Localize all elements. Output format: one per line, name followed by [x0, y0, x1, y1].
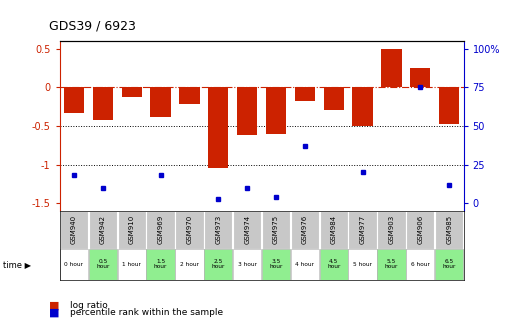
Bar	[291, 249, 319, 280]
Bar	[118, 249, 146, 280]
Bar	[353, 87, 373, 126]
Text: 6.5
hour: 6.5 hour	[442, 259, 456, 269]
Bar	[179, 87, 199, 104]
Bar	[295, 87, 315, 101]
Bar	[381, 49, 401, 87]
Bar	[175, 211, 204, 249]
Text: 2 hour: 2 hour	[180, 262, 199, 267]
Text: 4 hour: 4 hour	[295, 262, 314, 267]
Text: GSM984: GSM984	[330, 215, 337, 244]
Bar	[60, 249, 88, 280]
Text: GSM903: GSM903	[388, 215, 395, 244]
Text: GSM977: GSM977	[359, 215, 366, 244]
Bar	[93, 87, 113, 120]
Bar	[406, 211, 435, 249]
Text: 0.5
hour: 0.5 hour	[96, 259, 109, 269]
Bar	[89, 211, 117, 249]
Text: 5 hour: 5 hour	[353, 262, 372, 267]
Bar	[150, 87, 170, 117]
Text: ■: ■	[49, 307, 60, 317]
Text: GSM906: GSM906	[418, 215, 423, 244]
Bar	[320, 211, 348, 249]
Text: 6 hour: 6 hour	[411, 262, 430, 267]
Text: 1.5
hour: 1.5 hour	[154, 259, 167, 269]
Bar	[233, 249, 261, 280]
Text: GSM969: GSM969	[157, 215, 164, 244]
Bar	[204, 249, 233, 280]
Bar	[406, 249, 435, 280]
Text: GSM985: GSM985	[446, 215, 452, 244]
Bar	[349, 211, 377, 249]
Bar	[237, 87, 257, 135]
Text: GSM942: GSM942	[100, 215, 106, 244]
Bar	[204, 211, 233, 249]
Text: 2.5
hour: 2.5 hour	[212, 259, 225, 269]
Bar	[410, 68, 430, 87]
Text: 1 hour: 1 hour	[122, 262, 141, 267]
Bar	[208, 87, 228, 168]
Text: percentile rank within the sample: percentile rank within the sample	[70, 308, 223, 317]
Bar	[118, 211, 146, 249]
Bar	[64, 87, 84, 113]
Bar	[377, 249, 406, 280]
Text: time ▶: time ▶	[3, 260, 31, 268]
Bar	[147, 211, 175, 249]
Bar	[122, 87, 142, 96]
Text: log ratio: log ratio	[70, 301, 108, 310]
Bar	[377, 211, 406, 249]
Bar	[435, 211, 463, 249]
Bar	[435, 249, 463, 280]
Bar	[349, 249, 377, 280]
Text: 5.5
hour: 5.5 hour	[385, 259, 398, 269]
Text: 3.5
hour: 3.5 hour	[269, 259, 283, 269]
Text: GSM910: GSM910	[128, 215, 135, 244]
Text: GSM975: GSM975	[273, 215, 279, 244]
Bar	[266, 87, 286, 134]
Bar	[262, 211, 290, 249]
Text: ■: ■	[49, 301, 60, 311]
Bar	[262, 249, 290, 280]
Bar	[324, 87, 344, 111]
Text: 4.5
hour: 4.5 hour	[327, 259, 340, 269]
Bar	[291, 211, 319, 249]
Bar	[320, 249, 348, 280]
Text: GSM973: GSM973	[215, 215, 221, 244]
Text: 3 hour: 3 hour	[238, 262, 256, 267]
Text: 0 hour: 0 hour	[65, 262, 83, 267]
Text: GSM976: GSM976	[302, 215, 308, 244]
Bar	[439, 87, 459, 124]
Bar	[147, 249, 175, 280]
Bar	[60, 211, 88, 249]
Bar	[233, 211, 261, 249]
Text: GDS39 / 6923: GDS39 / 6923	[49, 20, 136, 33]
Bar	[175, 249, 204, 280]
Text: GSM974: GSM974	[244, 215, 250, 244]
Text: GSM940: GSM940	[71, 215, 77, 244]
Text: GSM970: GSM970	[186, 215, 193, 244]
Bar	[89, 249, 117, 280]
